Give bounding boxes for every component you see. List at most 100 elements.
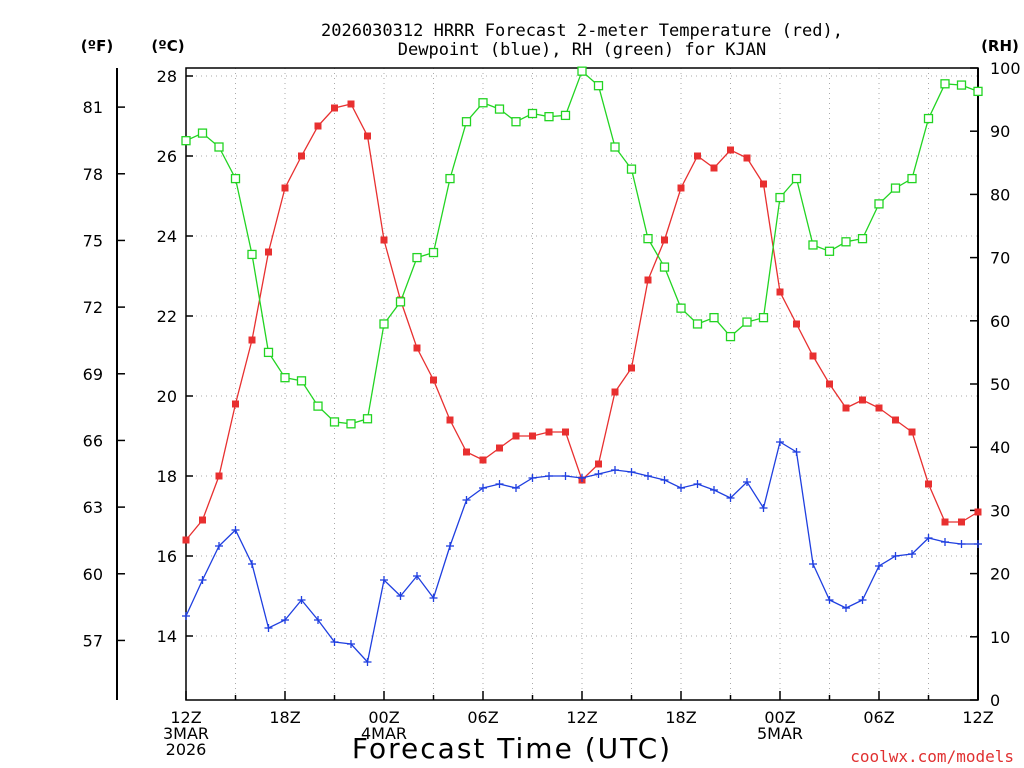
rh-point [214,142,224,152]
fahrenheit-tick-label: 60 [83,565,103,584]
dewpoint-point [330,638,339,646]
dewpoint-point [908,550,916,558]
dewpoint-point [776,438,784,446]
fahrenheit-tick-label: 81 [83,98,103,117]
temperature-point [628,364,635,372]
temperature-point [529,432,536,440]
temperature-point [512,432,520,440]
rh-tick-label: 80 [990,185,1010,204]
dewpoint-point [297,596,306,604]
dewpoint-point [611,466,619,474]
temperature-point [248,336,256,344]
rh-point [230,173,241,184]
rh-point [428,247,439,258]
dewpoint-point [380,576,388,584]
fahrenheit-tick-label: 72 [83,298,103,317]
rh-point [659,262,670,272]
temperature-point [413,344,421,352]
temperature-point [941,518,949,526]
rh-point [511,117,521,127]
rh-point [593,81,604,91]
rh-tick-label: 50 [990,375,1010,394]
rh-point [181,136,191,146]
fahrenheit-tick-label: 63 [83,498,103,517]
dewpoint-point [891,552,900,560]
rh-point [841,237,851,247]
data-series [181,66,983,666]
rh-point [610,142,620,152]
temperature-point [611,388,619,396]
temperature-point [298,152,305,160]
fahrenheit-tick-label: 69 [83,365,103,384]
temperature-point [380,236,388,244]
temperature-point [859,396,866,404]
dewpoint-point [231,526,240,534]
temperature-point [496,444,503,452]
rh-tick-label: 60 [990,312,1010,331]
temperature-point [595,460,602,468]
temperature-point [694,152,701,160]
celsius-tick-label: 26 [157,147,177,166]
celsius-tick-label: 18 [157,467,177,486]
dewpoint-point [644,472,652,480]
rh-point [263,347,274,358]
rh-point [197,128,208,138]
temperature-point [446,416,454,424]
rh-tick-label: 0 [990,691,1000,710]
temperature-point [760,180,767,188]
temperature-point [908,428,916,436]
dewpoint-point [759,504,768,512]
dewpoint-point [363,658,372,666]
dewpoint-point [446,542,454,550]
x-tick-label: 00Z [764,708,795,727]
temperature-point [265,248,272,256]
x-tick-label: 06Z [863,708,894,727]
temperature-point [215,472,223,480]
rh-point [329,417,340,427]
rh-tick-label: 100 [990,59,1021,78]
temperature-point [364,132,371,140]
fahrenheit-tick-label: 66 [83,431,103,450]
rh-point [544,112,554,122]
dewpoint-point [429,594,438,602]
temperature-point [199,516,206,524]
rh-point [247,249,257,260]
temperature-point [644,276,652,284]
celsius-tick-label: 28 [157,67,177,86]
rh-point [692,319,703,329]
temperature-point [925,480,932,488]
dewpoint-point [627,468,636,476]
temperature-point [314,122,322,130]
dewpoint-point [743,478,751,486]
rh-tick-label: 30 [990,501,1010,520]
temperature-point [710,164,718,172]
dewpoint-point [957,540,966,548]
temperature-point [842,404,850,412]
dewpoint-point [462,496,471,504]
source-credit: coolwx.com/models [850,747,1014,766]
rh-tick-label: 10 [990,628,1010,647]
dewpoint-point [594,470,603,478]
dewpoint-point [198,576,207,584]
rh-point [346,419,356,429]
x-tick-label: 4MAR [361,724,407,743]
dewpoint-point [314,616,322,624]
temperature-point [974,508,982,516]
dewpoint-point [495,480,504,488]
dewpoint-point [512,484,520,492]
x-tick-label: 12Z [566,708,597,727]
temperature-point [727,146,734,154]
dewpoint-point [248,560,256,568]
fahrenheit-tick-label: 57 [83,631,103,650]
rh-point [395,297,406,307]
rh-point [379,319,389,329]
dewpoint-point [825,596,834,604]
rh-point [626,164,637,174]
rh-point [808,240,818,250]
dewpoint-point [660,476,669,484]
temperature-point [875,404,883,412]
rh-tick-label: 90 [990,122,1010,141]
dewpoint-point [710,486,718,494]
